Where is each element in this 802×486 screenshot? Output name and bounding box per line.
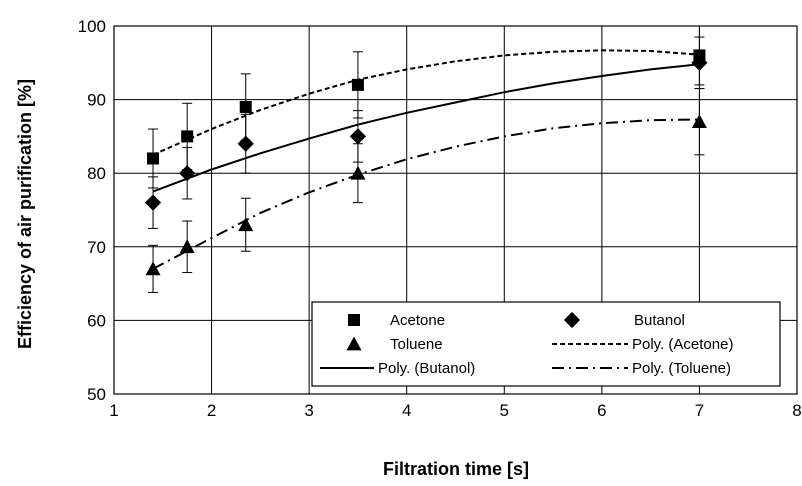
diamond-marker — [563, 311, 581, 329]
legend: Acetone Butanol Toluene Poly. (Acetone) Poly… — [311, 301, 781, 387]
y-axis-title: Efficiency of air purification [%] — [15, 79, 35, 349]
trendline-dash-dot — [152, 118, 700, 270]
y-tick-label: 90 — [87, 91, 106, 110]
diamond-marker — [349, 128, 367, 145]
x-tick-label: 1 — [109, 401, 118, 420]
x-tick-label: 6 — [597, 401, 606, 420]
plot-frame — [113, 25, 798, 395]
square-marker — [147, 152, 160, 165]
grid — [113, 25, 798, 395]
diamond-marker — [179, 165, 196, 182]
y-tick-label: 50 — [87, 385, 106, 404]
legend-label: Poly. (Butanol) — [378, 360, 475, 377]
diamond-marker — [144, 194, 162, 211]
square-marker — [239, 100, 252, 113]
x-tick-label: 2 — [207, 401, 216, 420]
trendline-solid — [152, 63, 700, 193]
x-tick-label: 5 — [500, 401, 509, 420]
legend-box — [311, 301, 781, 387]
x-axis-title: Filtration time [s] — [383, 459, 529, 479]
y-tick-label: 60 — [87, 311, 106, 330]
square-marker — [181, 130, 194, 143]
triangle-marker — [179, 239, 195, 254]
triangle-marker — [350, 165, 366, 180]
triangle-marker — [145, 261, 161, 276]
x-tick-label: 8 — [792, 401, 801, 420]
legend-label: Toluene — [390, 336, 443, 353]
square-marker — [351, 78, 364, 91]
trendline-dashed — [152, 49, 700, 156]
legend-label: Poly. (Toluene) — [632, 360, 731, 377]
y-tick-label: 70 — [87, 238, 106, 257]
x-tick-label: 4 — [402, 401, 411, 420]
legend-label: Poly. (Acetone) — [632, 336, 733, 353]
triangle-marker — [691, 114, 707, 129]
x-tick-label: 7 — [695, 401, 704, 420]
legend-label: Acetone — [390, 312, 445, 329]
diamond-marker — [691, 54, 708, 71]
x-tick-label: 3 — [304, 401, 313, 420]
triangle-marker — [346, 336, 362, 351]
tick-labels: 1 2 3 4 5 6 7 8 50 60 70 80 90 100 — [78, 17, 802, 420]
square-marker — [348, 314, 360, 326]
diamond-marker — [237, 135, 254, 152]
y-tick-label: 100 — [78, 17, 106, 36]
triangle-marker — [238, 217, 254, 232]
legend-label: Butanol — [634, 312, 685, 329]
trendlines — [152, 49, 700, 270]
y-tick-label: 80 — [87, 164, 106, 183]
data-markers — [144, 49, 708, 276]
